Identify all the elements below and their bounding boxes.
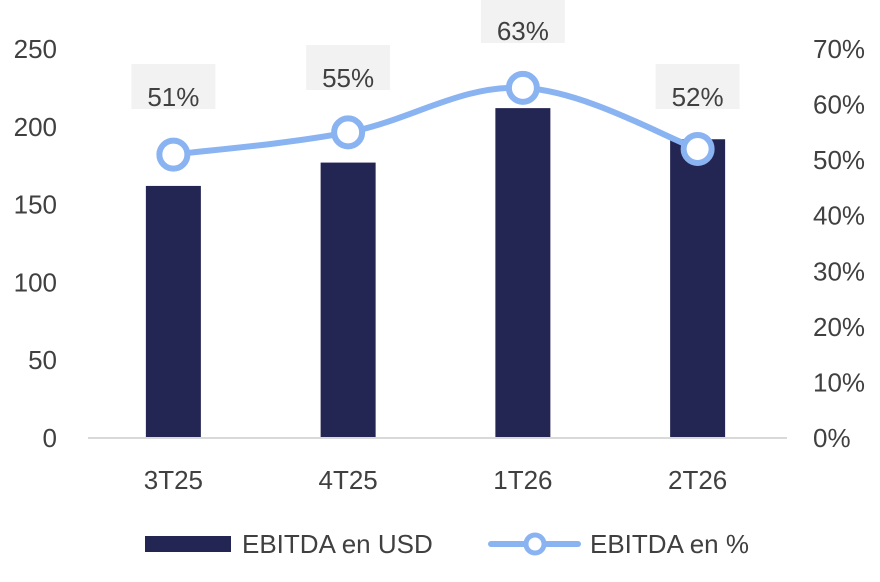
x-axis-categories: 3T25 4T25 1T26 2T26 bbox=[144, 465, 728, 495]
legend-swatch-bar bbox=[145, 536, 231, 552]
category-label: 1T26 bbox=[493, 465, 552, 495]
right-tick-label: 0% bbox=[813, 423, 851, 453]
line-marker bbox=[156, 137, 191, 172]
category-label: 3T25 bbox=[144, 465, 203, 495]
right-tick-label: 60% bbox=[813, 90, 865, 120]
data-label: 55% bbox=[322, 63, 374, 93]
line-marker bbox=[505, 70, 540, 105]
left-tick-label: 150 bbox=[14, 190, 57, 220]
legend-label-line: EBITDA en % bbox=[590, 529, 749, 559]
bar bbox=[495, 108, 551, 439]
right-y-axis: 0% 10% 20% 30% 40% 50% 60% 70% bbox=[813, 34, 865, 453]
data-label: 63% bbox=[497, 16, 549, 46]
legend: EBITDA en USD EBITDA en % bbox=[145, 529, 749, 559]
bar bbox=[320, 162, 376, 438]
right-tick-label: 10% bbox=[813, 367, 865, 397]
legend-swatch-marker bbox=[523, 532, 547, 556]
left-tick-label: 250 bbox=[14, 34, 57, 64]
right-tick-label: 70% bbox=[813, 34, 865, 64]
line-series bbox=[156, 70, 715, 172]
left-y-axis: 0 50 100 150 200 250 bbox=[14, 34, 57, 453]
category-label: 2T26 bbox=[668, 465, 727, 495]
data-label: 52% bbox=[672, 82, 724, 112]
left-tick-label: 0 bbox=[43, 423, 57, 453]
line-marker bbox=[331, 115, 366, 150]
right-tick-label: 30% bbox=[813, 256, 865, 286]
left-tick-label: 200 bbox=[14, 112, 57, 142]
data-label-box bbox=[655, 64, 740, 109]
line-path bbox=[170, 84, 701, 158]
line-marker bbox=[680, 132, 715, 167]
line-data-labels: 51% 55% 63% 52% bbox=[131, 0, 740, 112]
bar-series bbox=[145, 108, 726, 439]
category-label: 4T25 bbox=[318, 465, 377, 495]
left-tick-label: 100 bbox=[14, 267, 57, 297]
data-label-box bbox=[306, 45, 391, 90]
data-label-box bbox=[480, 0, 565, 43]
bar bbox=[145, 185, 201, 438]
left-tick-label: 50 bbox=[28, 345, 57, 375]
data-label-box bbox=[131, 64, 216, 109]
right-tick-label: 20% bbox=[813, 312, 865, 342]
legend-label-bar: EBITDA en USD bbox=[242, 529, 433, 559]
bar bbox=[670, 139, 726, 439]
data-label: 51% bbox=[147, 82, 199, 112]
right-tick-label: 40% bbox=[813, 201, 865, 231]
right-tick-label: 50% bbox=[813, 145, 865, 175]
